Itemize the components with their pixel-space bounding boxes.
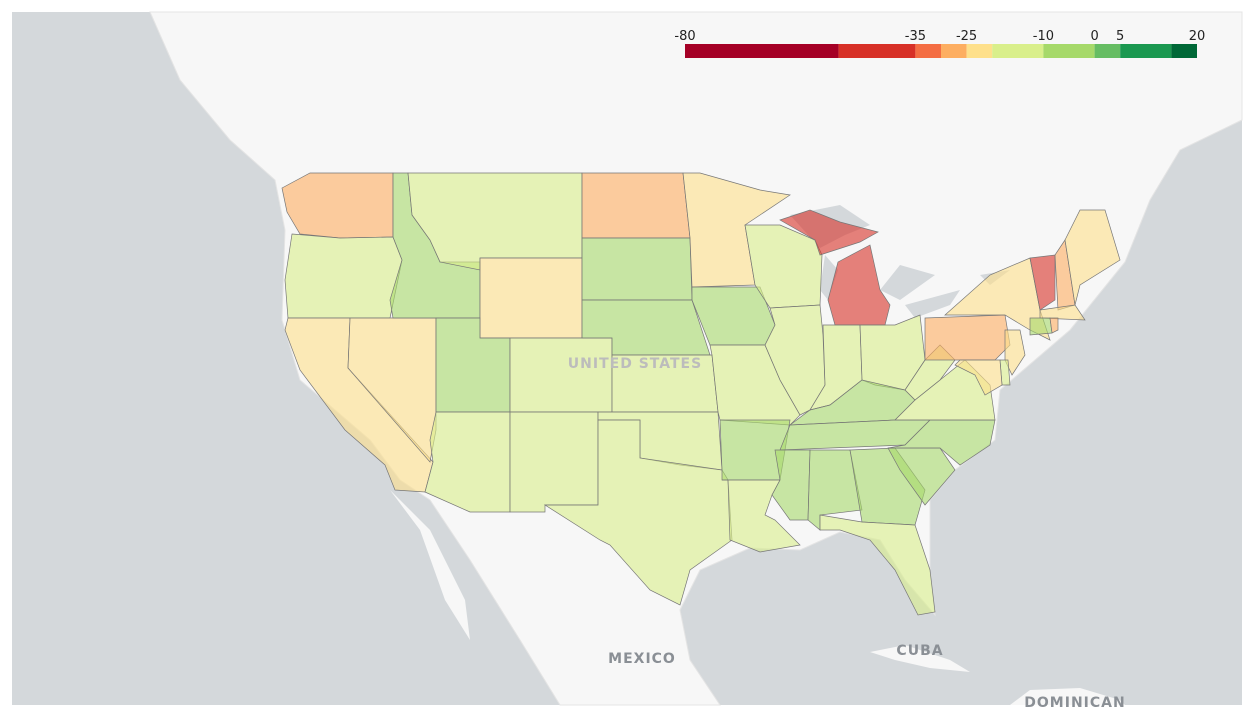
colorbar-segment [1120, 44, 1172, 58]
land [870, 645, 970, 672]
colorbar: -80 -35 -25 -10 0 5 20 [674, 29, 1205, 58]
colorbar-segment [1043, 44, 1095, 58]
colorbar-segment [992, 44, 1044, 58]
colorbar-segment [966, 44, 993, 58]
colorbar-segment [1094, 44, 1121, 58]
state [779, 209, 879, 256]
state [744, 224, 823, 309]
state [827, 244, 891, 326]
state [281, 172, 394, 239]
map-labels: UNITED STATES MEXICO CUBA DOMINICAN [568, 356, 1125, 711]
state [924, 314, 1011, 361]
state [1004, 329, 1026, 376]
place-label: DOMINICAN [1024, 695, 1125, 711]
state [1039, 304, 1086, 321]
state [1029, 254, 1056, 311]
place-label: MEXICO [608, 651, 676, 667]
state [424, 411, 511, 513]
state [581, 172, 691, 239]
state [543, 419, 733, 606]
state [954, 359, 1003, 396]
place-label: CUBA [896, 643, 943, 659]
state [509, 337, 613, 413]
land [1010, 688, 1125, 705]
colorbar-segment [941, 44, 967, 58]
colorbar-segment [838, 44, 916, 58]
colorbar-tick-label: 0 [1090, 29, 1098, 44]
colorbar-segment [1171, 44, 1197, 58]
colorbar-tick-label: -80 [674, 29, 695, 44]
colorbar-tick-label: -10 [1033, 29, 1054, 44]
state [1049, 317, 1059, 334]
colorbar-tick-label: 20 [1189, 29, 1206, 44]
colorbar-tick-label: -35 [905, 29, 926, 44]
state [284, 233, 403, 319]
colorbar-tick-label: 5 [1116, 29, 1124, 44]
state [819, 514, 936, 616]
land [390, 490, 470, 640]
place-label: UNITED STATES [568, 356, 702, 372]
state [1029, 317, 1053, 336]
state [479, 257, 583, 339]
colorbar-tick-label: -25 [956, 29, 977, 44]
states [281, 172, 1121, 616]
colorbar-segment [915, 44, 941, 58]
colorbar-segment [685, 44, 839, 58]
state [764, 304, 826, 416]
state [581, 237, 693, 301]
state [509, 411, 599, 513]
